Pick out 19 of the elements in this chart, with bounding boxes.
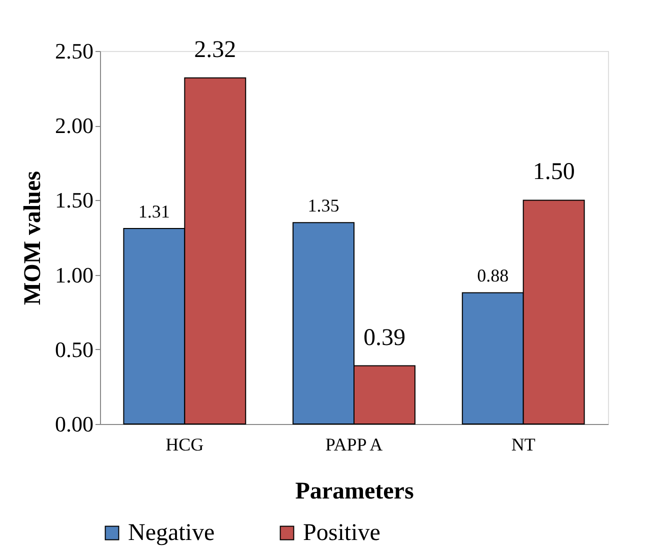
data-label: 1.31 <box>138 202 170 222</box>
y-tick-label: 1.00 <box>55 262 94 288</box>
legend-label: Positive <box>303 520 380 546</box>
data-label: 2.32 <box>194 36 236 63</box>
x-tick-label: HCG <box>166 434 204 454</box>
legend-label: Negative <box>128 520 215 546</box>
x-tick-label: PAPP A <box>325 434 383 454</box>
data-label: 0.88 <box>477 266 509 286</box>
y-tick-label: 2.00 <box>55 113 94 138</box>
data-label: 1.35 <box>308 196 340 216</box>
data-label: 1.50 <box>532 159 575 186</box>
x-axis-title: Parameters <box>295 478 414 504</box>
y-tick-label: 0.00 <box>55 412 94 436</box>
y-axis-title: MOM values <box>20 171 46 305</box>
data-label: 0.39 <box>363 324 406 351</box>
y-tick-label: 2.50 <box>55 38 94 64</box>
x-tick-label: NT <box>511 434 536 454</box>
y-tick-label: 0.50 <box>55 336 94 362</box>
y-tick-label: 1.50 <box>55 188 94 213</box>
